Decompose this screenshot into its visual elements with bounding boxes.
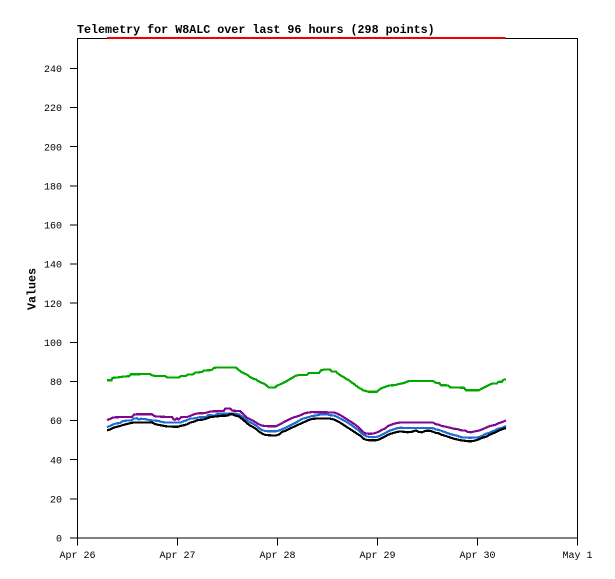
svg-text:May 1: May 1 bbox=[562, 551, 592, 562]
svg-text:60: 60 bbox=[50, 417, 62, 428]
svg-text:140: 140 bbox=[44, 261, 62, 272]
svg-text:160: 160 bbox=[44, 222, 62, 233]
svg-text:Apr 26: Apr 26 bbox=[59, 551, 95, 562]
svg-text:Apr 28: Apr 28 bbox=[259, 551, 295, 562]
svg-text:0: 0 bbox=[56, 535, 62, 546]
svg-text:240: 240 bbox=[44, 65, 62, 76]
svg-text:220: 220 bbox=[44, 104, 62, 115]
svg-text:200: 200 bbox=[44, 143, 62, 154]
svg-text:100: 100 bbox=[44, 339, 62, 350]
svg-text:20: 20 bbox=[50, 496, 62, 507]
svg-text:Apr 27: Apr 27 bbox=[159, 551, 195, 562]
svg-text:80: 80 bbox=[50, 378, 62, 389]
svg-text:Values: Values bbox=[26, 268, 40, 310]
svg-text:Apr 29: Apr 29 bbox=[359, 551, 395, 562]
svg-text:120: 120 bbox=[44, 300, 62, 311]
svg-text:Telemetry for W8ALC over last: Telemetry for W8ALC over last 96 hours (… bbox=[77, 23, 435, 37]
svg-text:40: 40 bbox=[50, 456, 62, 467]
svg-text:Apr 30: Apr 30 bbox=[459, 551, 495, 562]
svg-text:180: 180 bbox=[44, 183, 62, 194]
